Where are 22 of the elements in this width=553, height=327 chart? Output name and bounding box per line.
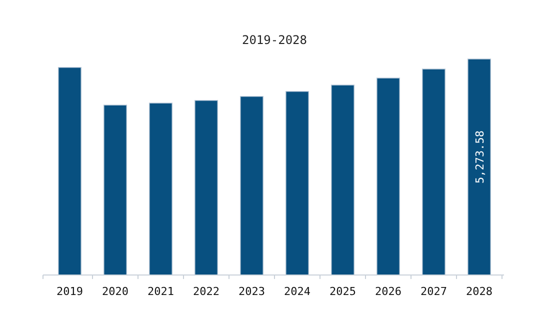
- x-tick-label: 2019: [56, 285, 83, 298]
- x-tick-label: 2023: [238, 285, 265, 298]
- bar: [103, 104, 128, 276]
- bar: [422, 68, 446, 276]
- x-tick-label: 2020: [102, 285, 128, 298]
- x-tick-label: 2026: [375, 285, 402, 298]
- x-tick-label: 2024: [284, 285, 311, 298]
- chart-title: 2019-2028: [242, 33, 308, 47]
- x-tick-label: 2022: [193, 285, 220, 298]
- bar: [194, 100, 218, 276]
- bar: [240, 96, 264, 276]
- x-tick-label: 2021: [148, 285, 174, 298]
- bar: [148, 102, 173, 276]
- data-label: 5,273.58: [473, 130, 486, 184]
- bar: [467, 58, 492, 276]
- x-tick-label: 2025: [330, 285, 356, 298]
- x-tick-label: 2027: [420, 285, 447, 298]
- bar: [330, 84, 355, 276]
- bar: [376, 78, 400, 276]
- bar: [58, 67, 82, 276]
- x-tick-label: 2028: [466, 285, 492, 298]
- bar: [285, 91, 310, 276]
